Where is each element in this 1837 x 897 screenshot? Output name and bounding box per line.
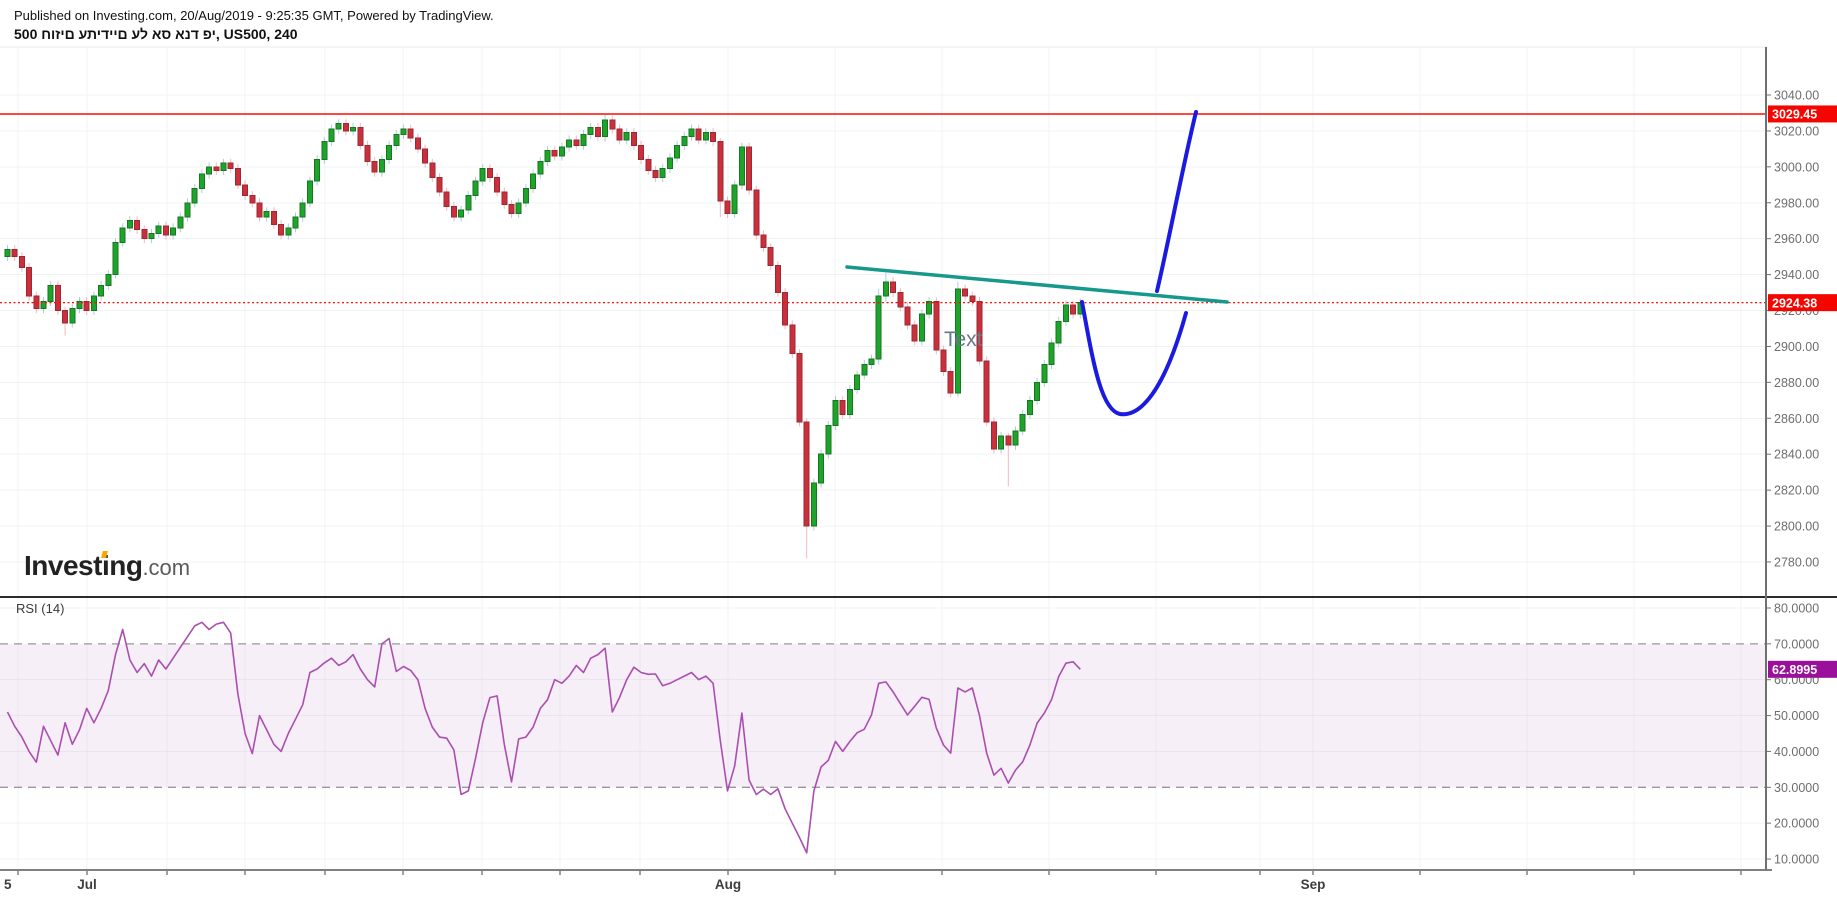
svg-text:Aug: Aug xyxy=(715,877,741,892)
investing-logo: Investing.com xyxy=(24,550,191,581)
gridlines xyxy=(0,46,1766,870)
svg-text:3020.00: 3020.00 xyxy=(1774,124,1819,138)
price-axis[interactable]: 3040.00 3020.00 3000.00 2980.00 2960.00 2940.… xyxy=(1766,89,1819,867)
svg-text:2780.00: 2780.00 xyxy=(1774,555,1819,569)
trendline-drawing[interactable] xyxy=(845,265,1229,304)
rsi-line[interactable] xyxy=(6,621,1081,854)
projection-curve-drawing[interactable] xyxy=(1080,110,1198,417)
svg-text:20.0000: 20.0000 xyxy=(1774,817,1819,831)
price-level-label: 3029.45 xyxy=(1768,105,1837,123)
published-line: Published on Investing.com, 20/Aug/2019 … xyxy=(14,8,494,23)
svg-text:40.0000: 40.0000 xyxy=(1774,745,1819,759)
rsi-band xyxy=(0,643,1766,788)
svg-text:Jul: Jul xyxy=(77,877,97,892)
svg-text:50.0000: 50.0000 xyxy=(1774,709,1819,723)
axis-frame xyxy=(0,47,1837,871)
svg-text:3040.00: 3040.00 xyxy=(1774,89,1819,103)
svg-text:2900.00: 2900.00 xyxy=(1774,340,1819,354)
svg-text:Sep: Sep xyxy=(1301,877,1326,892)
svg-text:2820.00: 2820.00 xyxy=(1774,484,1819,498)
svg-text:2860.00: 2860.00 xyxy=(1774,412,1819,426)
svg-text:2800.00: 2800.00 xyxy=(1774,520,1819,534)
text-annotation[interactable]: Text xyxy=(944,328,983,351)
rsi-indicator-label[interactable]: RSI (14) xyxy=(16,601,65,616)
svg-text:10.0000: 10.0000 xyxy=(1774,853,1819,867)
svg-text:3000.00: 3000.00 xyxy=(1774,160,1819,174)
svg-text:2924.38: 2924.38 xyxy=(1772,296,1817,310)
time-axis[interactable]: 5 Jul Aug Sep xyxy=(4,870,1742,892)
price-level-label: 2924.38 xyxy=(1768,294,1837,312)
symbol-title: 500 חוזים עתידיים על אס אנד פי, US500, 2… xyxy=(14,26,298,42)
svg-text:2880.00: 2880.00 xyxy=(1774,376,1819,390)
svg-text:3029.45: 3029.45 xyxy=(1772,108,1817,122)
svg-text:2940.00: 2940.00 xyxy=(1774,268,1819,282)
svg-text:2980.00: 2980.00 xyxy=(1774,196,1819,210)
svg-text:2960.00: 2960.00 xyxy=(1774,232,1819,246)
svg-text:2840.00: 2840.00 xyxy=(1774,448,1819,462)
candlestick-series[interactable] xyxy=(4,114,1084,559)
logo-accent-icon: i xyxy=(101,550,110,581)
svg-text:Text: Text xyxy=(944,328,983,351)
svg-text:30.0000: 30.0000 xyxy=(1774,781,1819,795)
svg-text:70.0000: 70.0000 xyxy=(1774,637,1819,651)
svg-text:62.8995: 62.8995 xyxy=(1772,663,1817,677)
rsi-value-label: 62.8995 xyxy=(1768,660,1837,678)
svg-text:80.0000: 80.0000 xyxy=(1774,602,1819,616)
svg-text:5: 5 xyxy=(4,877,12,892)
